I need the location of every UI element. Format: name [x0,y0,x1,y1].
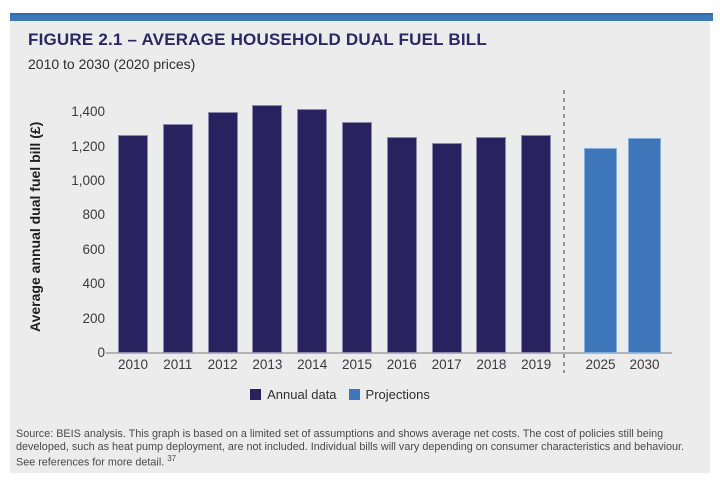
x-label-2016: 2016 [386,357,417,372]
x-label-2015: 2015 [341,357,373,372]
x-label-2018: 2018 [476,357,507,372]
bar-2013 [252,105,283,353]
x-label-2010: 2010 [117,357,149,372]
legend-label-annual: Annual data [267,387,337,402]
bar-2018 [476,137,507,353]
bar-2017 [431,143,462,353]
x-label-2012: 2012 [207,357,238,372]
projection-divider-line [563,90,565,373]
footnote-reference: 37 [167,453,177,463]
bar-2010 [118,135,148,353]
y-tick-label-800: 800 [82,207,105,223]
y-axis-label: Average annual dual fuel bill (£) [27,121,43,333]
bar-2025 [584,148,617,353]
x-axis-line [106,352,672,354]
x-label-2017: 2017 [431,357,462,372]
x-label-2011: 2011 [163,357,193,372]
legend-label-projections: Projections [365,387,430,402]
figure-subtitle: 2010 to 2030 (2020 prices) [28,56,196,72]
bar-2015 [342,121,372,353]
y-tick-label-1000: 1,000 [71,173,105,188]
y-tick-label-600: 600 [82,241,105,257]
bar-2012 [207,112,238,353]
x-label-2019: 2019 [521,357,552,372]
x-label-2025: 2025 [585,357,616,372]
legend-swatch-projections-icon [348,389,360,400]
legend-item-projections: Projections [348,387,430,402]
top-accent-bar [10,13,713,21]
source-note-text: Source: BEIS analysis. This graph is bas… [16,428,685,469]
y-tick-label-0: 0 [97,345,105,360]
legend-item-annual-data: Annual data [250,387,337,402]
bar-2030 [628,138,661,353]
x-label-2014: 2014 [297,357,328,372]
source-note: Source: BEIS analysis. This graph is bas… [16,428,704,469]
bar-2011 [162,124,193,353]
y-tick-label-1400: 1,400 [71,104,105,120]
chart-legend: Annual data Projections [10,387,670,402]
legend-swatch-annual-icon [250,389,262,400]
figure-title: FIGURE 2.1 – AVERAGE HOUSEHOLD DUAL FUEL… [28,30,487,49]
bar-2019 [521,134,552,353]
bar-2016 [386,137,417,353]
y-tick-label-1200: 1,200 [71,138,105,154]
x-label-2030: 2030 [629,357,660,372]
x-label-2013: 2013 [252,357,283,372]
bar-2014 [297,108,328,353]
y-tick-label-200: 200 [82,310,105,326]
y-tick-label-400: 400 [82,276,105,292]
